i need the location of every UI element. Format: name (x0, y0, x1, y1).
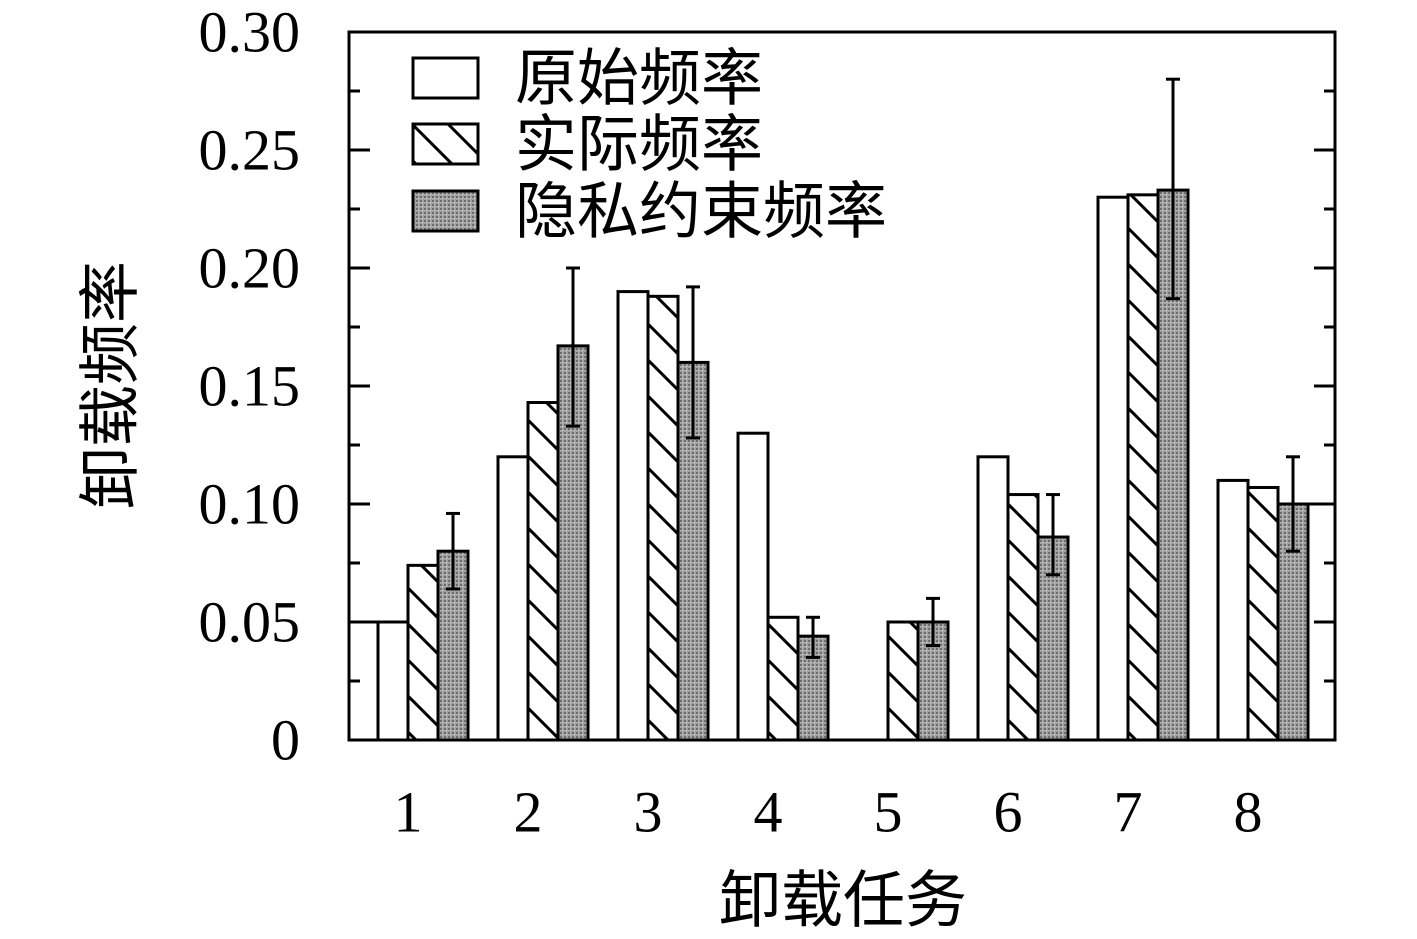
bar-series-1-task-4 (736, 431, 770, 742)
bar-series-2-task-8 (1246, 485, 1280, 742)
y-tick-label: 0.15 (199, 354, 301, 419)
y-axis-label: 卸载频率 (74, 261, 147, 509)
legend-label-privacy: 隐私约束频率 (515, 175, 887, 248)
x-tick-label: 1 (394, 780, 423, 845)
x-tick-label: 4 (754, 780, 783, 845)
bar-series-2-task-1 (406, 563, 440, 742)
error-bar-task-4 (806, 615, 820, 659)
x-axis-label: 卸载任务 (719, 864, 967, 937)
bar-series-2-task-4 (766, 615, 800, 742)
legend-swatch-actual (411, 122, 480, 166)
y-tick-label: 0.20 (199, 236, 301, 301)
x-tick-labels: 1 2 3 4 5 6 7 8 (394, 780, 1263, 845)
y-tick-label: 0.05 (199, 590, 301, 655)
error-bar-task-6 (1046, 493, 1060, 577)
bar-series-3-task-2 (556, 344, 590, 742)
y-tick-label: 0 (271, 708, 300, 773)
x-tick-label: 2 (514, 780, 543, 845)
bars (347, 188, 1337, 742)
bar-series-2-task-2 (526, 401, 560, 742)
bar-series-2-task-7 (1126, 193, 1160, 742)
bar-series-1-task-7 (1096, 195, 1130, 742)
error-bar-task-7 (1166, 77, 1180, 301)
y-tick-labels: 0 0.05 0.10 0.15 0.20 0.25 0.30 (199, 0, 301, 773)
axis-ticks (349, 89, 1335, 683)
error-bar-task-8 (1286, 455, 1300, 553)
bar-series-1-task-1 (376, 620, 410, 742)
x-tick-label: 5 (874, 780, 903, 845)
error-bar-task-1 (446, 511, 460, 591)
legend-label-actual: 实际频率 (515, 108, 763, 181)
x-tick-label: 8 (1234, 780, 1263, 845)
bar-series-1-task-6 (976, 455, 1010, 742)
bar-series-2-task-6 (1006, 493, 1040, 742)
bar-series-1-task-3 (616, 290, 650, 742)
x-tick-label: 6 (994, 780, 1023, 845)
bar-series-2-task-5 (886, 620, 920, 742)
y-tick-label: 0.10 (199, 472, 301, 537)
legend-label-original: 原始频率 (515, 42, 763, 115)
bar-series-1-task-8 (1216, 478, 1250, 742)
bar-series-2-task-3 (646, 294, 680, 742)
legend: 原始频率 实际频率 隐私约束频率 (411, 42, 887, 248)
y-tick-label: 0.25 (199, 118, 301, 183)
x-tick-label: 3 (634, 780, 663, 845)
bar-series-1-task-2 (496, 455, 530, 742)
error-bar-task-2 (566, 266, 580, 428)
x-tick-label: 7 (1114, 780, 1143, 845)
legend-swatch-original (411, 56, 480, 100)
error-bar-task-3 (686, 285, 700, 440)
error-bars (446, 77, 1300, 659)
y-tick-label: 0.30 (199, 0, 301, 65)
error-bar-task-5 (926, 596, 940, 648)
legend-swatch-privacy (411, 189, 480, 233)
